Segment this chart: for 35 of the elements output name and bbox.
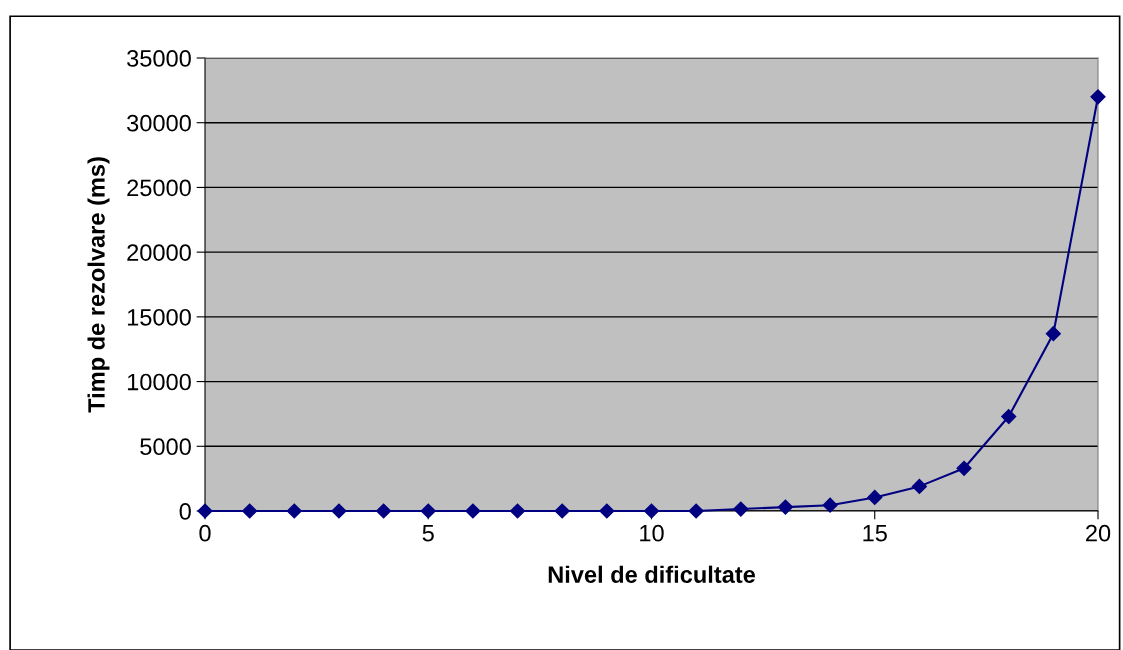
x-tick-label: 5 [422,525,434,542]
point [688,503,704,519]
point [554,503,570,519]
point [286,503,302,519]
x-tick-label: 20 [1086,524,1111,542]
y-tick-label: 5000 [140,438,191,456]
point [420,503,436,519]
x-tick-label: 10 [640,524,664,542]
y-tick-label: 15000 [127,308,191,326]
x-axis-title: Nivel de dificultate [548,565,756,583]
y-tick-label: 35000 [127,50,191,67]
point [733,501,749,517]
point [643,503,660,519]
point [777,499,794,515]
point [509,503,526,519]
point [376,503,392,519]
y-tick-label: 10000 [127,373,191,391]
x-tick-label: 0 [199,524,211,542]
point [1090,89,1106,105]
point [242,503,258,519]
y-tick-label: 20000 [127,244,191,261]
point [911,478,927,494]
point [599,503,615,519]
y-axis-title: Timp de rezolvare (ms) [87,157,110,413]
point [867,489,883,505]
y-tick-label: 30000 [127,114,191,132]
y-tick-label: 0 [179,503,191,520]
point [465,503,481,519]
point [822,497,838,513]
y-tick-label: 25000 [127,179,191,197]
point [956,460,972,476]
point [1001,408,1017,425]
point [331,503,347,519]
point [1045,326,1061,342]
x-tick-label: 15 [863,525,887,542]
